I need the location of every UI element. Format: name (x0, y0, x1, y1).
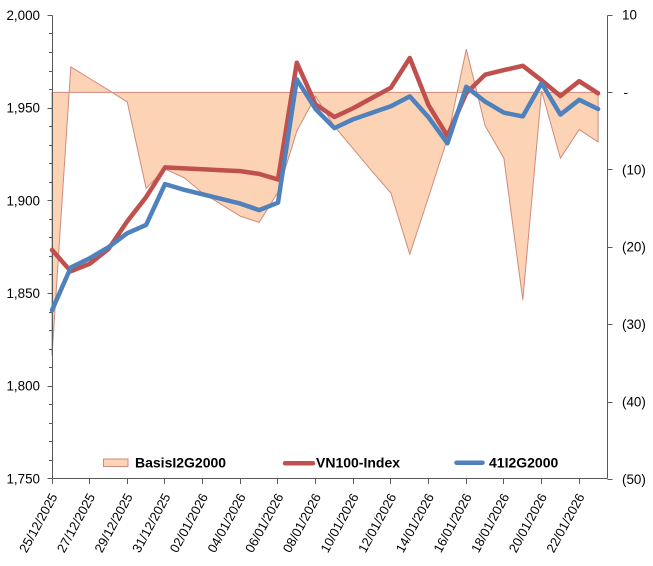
svg-text:2,000: 2,000 (6, 8, 40, 23)
svg-text:41I2G2000: 41I2G2000 (489, 455, 558, 471)
svg-text:BasisI2G2000: BasisI2G2000 (135, 455, 226, 471)
svg-text:-: - (624, 85, 628, 100)
svg-text:(40): (40) (622, 395, 646, 410)
svg-text:1,800: 1,800 (6, 379, 40, 394)
svg-text:10: 10 (622, 8, 637, 23)
svg-text:1,900: 1,900 (6, 193, 40, 208)
svg-text:(20): (20) (622, 240, 646, 255)
svg-text:1,950: 1,950 (6, 101, 40, 116)
svg-text:(30): (30) (622, 317, 646, 332)
svg-text:VN100-Index: VN100-Index (316, 455, 400, 471)
svg-text:1,850: 1,850 (6, 286, 40, 301)
svg-text:(50): (50) (622, 472, 646, 487)
svg-text:1,750: 1,750 (6, 471, 40, 486)
svg-text:(10): (10) (622, 162, 646, 177)
